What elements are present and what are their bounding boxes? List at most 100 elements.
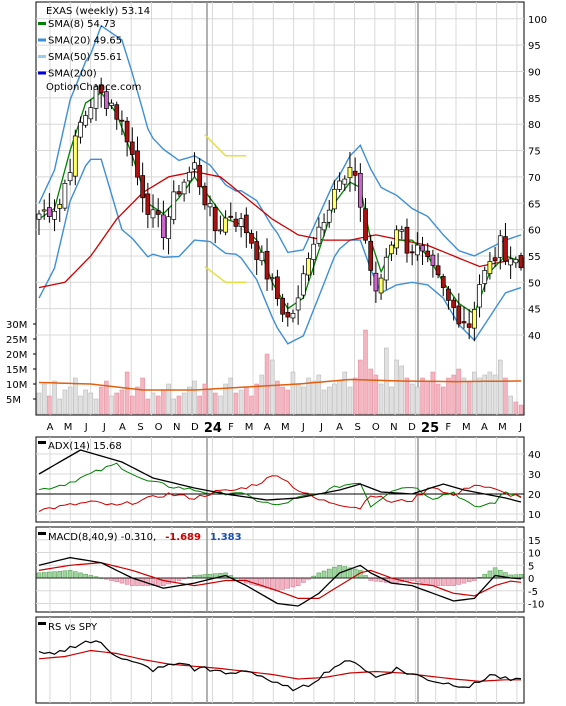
price-frame (35, 1, 525, 416)
candle-body (269, 277, 275, 280)
candle-body (342, 178, 348, 185)
adx-label-swatch (38, 441, 46, 444)
volume-bar (295, 383, 301, 415)
candle-body (67, 172, 73, 182)
price-tick-label: 65 (528, 199, 541, 210)
candle-body (98, 84, 104, 94)
macd-histogram-bar (83, 573, 88, 579)
volume-bar (441, 386, 446, 415)
candle-body (389, 244, 394, 255)
volume-bar (233, 392, 239, 415)
candle-body (332, 188, 337, 210)
x-month-label: S (137, 422, 143, 433)
candle-body (207, 203, 213, 208)
x-month-label: M (462, 422, 471, 433)
volume-bar (409, 383, 415, 415)
volume-bar (352, 377, 358, 415)
volume-bar (73, 377, 78, 415)
candle-body (104, 91, 109, 109)
volume-bar (363, 329, 368, 415)
macd-histogram-bar (451, 577, 456, 586)
candle-body (72, 135, 78, 177)
volume-bar (389, 386, 394, 415)
macd-histogram-bar (124, 577, 130, 585)
x-month-label: S (355, 422, 361, 433)
volume-bar (202, 383, 208, 415)
macd-label-swatch (38, 532, 46, 535)
macd-label-value: 1.383 (210, 532, 242, 543)
macd-tick-label: -5 (528, 587, 538, 598)
candle-body (440, 276, 446, 288)
rs-panel: RS vs SPY (35, 616, 525, 704)
bollinger-upper-line (38, 24, 522, 257)
candle-body (373, 272, 379, 292)
volume-bar (114, 392, 119, 415)
price-tick-label: 40 (528, 331, 541, 342)
x-month-label: J (301, 422, 305, 433)
candle-body (218, 229, 223, 232)
volume-bar (145, 398, 151, 415)
volume-bar (358, 359, 363, 415)
volume-bar (83, 389, 88, 415)
macd-histogram-bar (316, 572, 322, 579)
volume-bar (264, 353, 270, 415)
macd-histogram-bar (207, 573, 213, 579)
volume-tick-label: 15M (6, 365, 27, 376)
ticker-label: EXAS (weekly) 53.14 (46, 6, 150, 17)
candle-body (212, 206, 218, 232)
macd-histogram-bar (280, 577, 285, 590)
candle-body (363, 208, 368, 241)
bollinger-lower-line (38, 158, 522, 345)
candle-body (192, 162, 197, 170)
candle-body (249, 233, 254, 244)
volume-bar (394, 359, 399, 415)
volume-bar (466, 380, 472, 415)
macd-histogram-bar (513, 574, 519, 579)
macd-histogram-bar (446, 577, 451, 586)
rs-frame (35, 616, 525, 704)
candle-body (368, 240, 374, 271)
macd-histogram-bar (482, 573, 487, 579)
macd-label-main: MACD(8,40,9) -0.310, (48, 532, 156, 543)
macd-histogram-bar (202, 574, 208, 579)
x-month-label: 24 (204, 421, 222, 436)
candle-body (430, 254, 436, 266)
adx-line (38, 449, 522, 503)
volume-bar (52, 380, 57, 415)
volume-bar (316, 374, 322, 415)
macd-histogram-bar (57, 570, 62, 579)
candle-body (243, 214, 249, 234)
macd-histogram-bar (41, 572, 47, 579)
candle-body (290, 313, 296, 319)
volume-bar (171, 398, 177, 415)
candle-body (166, 216, 171, 239)
volume-bar (93, 398, 99, 415)
candle-body (202, 185, 208, 206)
macd-histogram-bar (441, 577, 446, 586)
macd-histogram-bar (342, 566, 348, 579)
candle-body (472, 309, 477, 329)
volume-bar (301, 386, 306, 415)
macd-panel: 15 105 0 -5 -10 MACD(8,40,9) -0.310, -1.689 1.3… (35, 526, 544, 613)
macd-histogram-bar (404, 577, 410, 582)
volume-bar (150, 392, 156, 415)
candle-body (326, 209, 332, 223)
volume-bar (223, 383, 228, 415)
candle-body (280, 297, 285, 315)
volume-bar (503, 377, 508, 415)
sma-red-line (38, 170, 521, 289)
macd-histogram-bar (430, 577, 436, 586)
volume-bar (130, 395, 135, 415)
volume-bar (62, 389, 68, 415)
volume-bar (285, 389, 291, 415)
x-month-label: M (64, 422, 73, 433)
volume-bar (57, 398, 62, 415)
candle-body (404, 226, 410, 254)
macd-tick-label: 5 (528, 561, 534, 572)
price-tick-label: 80 (528, 120, 541, 131)
x-month-label: M (498, 422, 507, 433)
candle-body (394, 229, 399, 249)
price-tick-label: 55 (528, 252, 541, 263)
candle-body (311, 243, 317, 260)
